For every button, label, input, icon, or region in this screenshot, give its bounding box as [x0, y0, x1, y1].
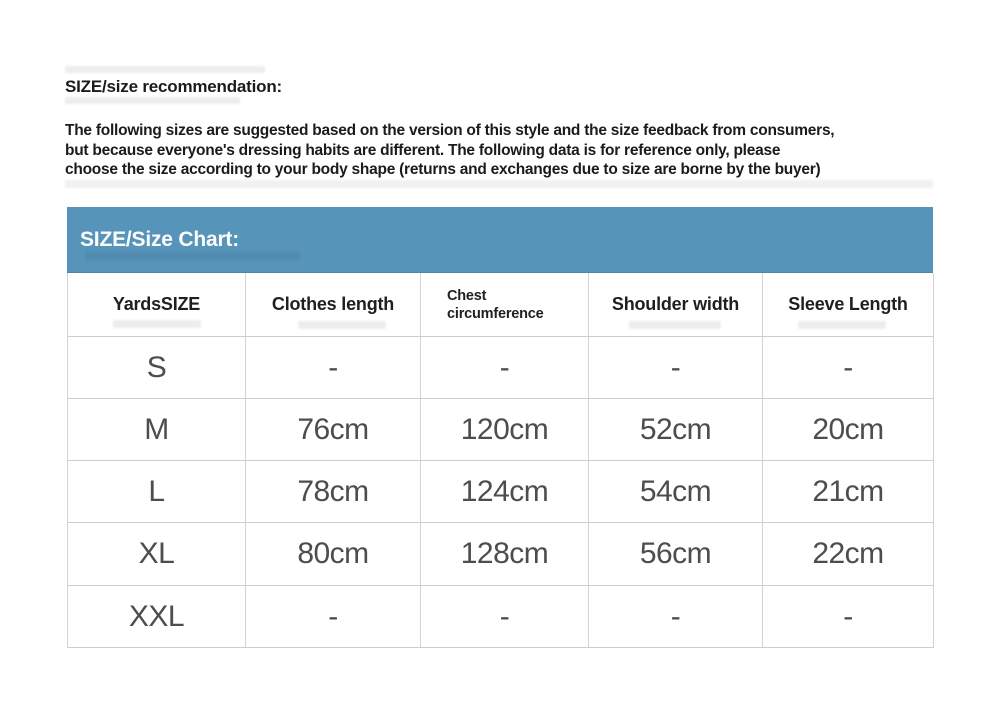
ghost-artifact: [798, 321, 886, 329]
ghost-artifact: [85, 252, 300, 260]
paragraph-line: choose the size according to your body s…: [65, 161, 821, 178]
table-cell: -: [246, 337, 421, 399]
table-cell: -: [421, 337, 589, 399]
column-header-sleeve-length: Sleeve Length: [763, 273, 934, 337]
table-row-size-label: XL: [68, 523, 246, 586]
table-cell: 124cm: [421, 461, 589, 523]
size-chart-title: SIZE/Size Chart:: [80, 227, 239, 251]
column-header-clothes-length: Clothes length: [246, 273, 421, 337]
table-cell: 20cm: [763, 399, 934, 461]
column-header-label: Chest circumference: [447, 287, 544, 322]
table-cell: 22cm: [763, 523, 934, 586]
ghost-artifact: [65, 66, 265, 73]
column-header-label: Clothes length: [271, 294, 395, 314]
size-recommendation-heading: SIZE/size recommendation:: [65, 77, 282, 96]
table-cell: -: [246, 586, 421, 648]
table-cell: 76cm: [246, 399, 421, 461]
ghost-artifact: [65, 97, 240, 104]
table-cell: 80cm: [246, 523, 421, 586]
table-row-size-label: L: [68, 461, 246, 523]
table-cell: 128cm: [421, 523, 589, 586]
size-chart-table: YardsSIZE Clothes length Chest circumfer…: [67, 273, 934, 648]
table-row-size-label: M: [68, 399, 246, 461]
table-row-size-label: XXL: [68, 586, 246, 648]
ghost-artifact: [298, 321, 386, 329]
table-cell: -: [421, 586, 589, 648]
column-header-shoulder-width: Shoulder width: [589, 273, 763, 337]
column-header-size: YardsSIZE: [68, 273, 246, 337]
ghost-artifact: [629, 321, 721, 329]
ghost-artifact: [65, 180, 933, 188]
table-cell: -: [763, 337, 934, 399]
ghost-artifact: [113, 320, 201, 328]
table-cell: 56cm: [589, 523, 763, 586]
table-cell: 78cm: [246, 461, 421, 523]
table-cell: -: [589, 337, 763, 399]
column-header-label: Sleeve Length: [788, 294, 908, 314]
size-recommendation-paragraph: The following sizes are suggested based …: [65, 121, 835, 180]
table-cell: 54cm: [589, 461, 763, 523]
column-header-label: Shoulder width: [611, 294, 740, 314]
table-row-size-label: S: [68, 337, 246, 399]
table-cell: 120cm: [421, 399, 589, 461]
paragraph-line: but because everyone's dressing habits a…: [65, 141, 781, 159]
size-chart-title-bar: SIZE/Size Chart:: [67, 207, 933, 273]
table-cell: -: [763, 586, 934, 648]
paragraph-line: The following sizes are suggested based …: [65, 122, 835, 139]
table-cell: 52cm: [589, 399, 763, 461]
table-cell: 21cm: [763, 461, 934, 523]
column-header-chest-circumference: Chest circumference: [421, 273, 589, 337]
column-header-label: YardsSIZE: [112, 294, 201, 314]
table-cell: -: [589, 586, 763, 648]
